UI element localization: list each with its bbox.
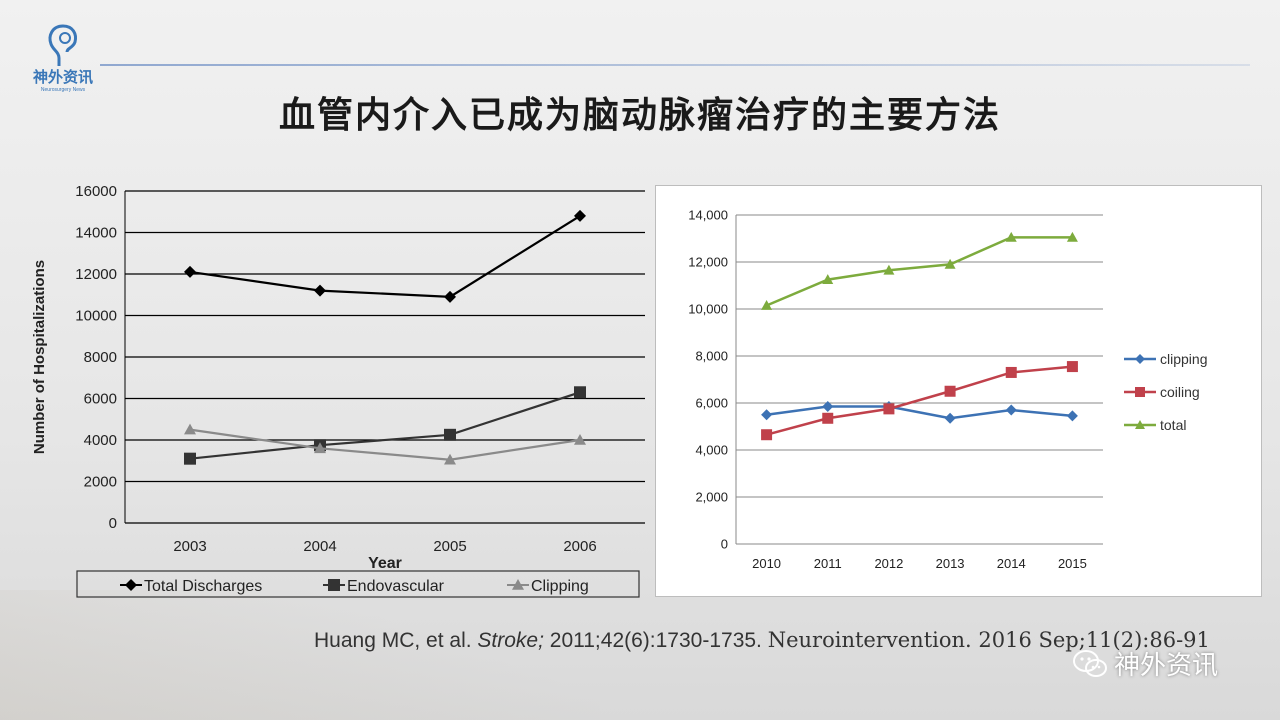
watermark: 神外资讯 <box>1072 645 1218 682</box>
data-point <box>1005 366 1017 378</box>
logo-subtitle: Neurosurgery News <box>40 87 86 93</box>
citation-part1: Huang MC, et al. <box>314 629 478 652</box>
y-tick-label: 0 <box>109 515 117 532</box>
x-tick-label: 2015 <box>1058 556 1087 571</box>
legend-marker <box>1135 420 1145 429</box>
legend-marker <box>125 579 137 591</box>
data-point <box>1066 361 1078 373</box>
y-tick-label: 16000 <box>75 183 117 200</box>
citation: Huang MC, et al. Stroke; 2011;42(6):1730… <box>314 628 1210 653</box>
logo-text: 神外资讯 <box>32 68 93 86</box>
chart-hospitalizations: 0 2000 4000 6000 8000 10000 12000 14000 16000 200… <box>31 183 645 598</box>
x-tick-label: 2011 <box>814 556 842 571</box>
x-tick-label: 2014 <box>997 556 1026 571</box>
data-point <box>1005 404 1017 416</box>
y-axis-title: Number of Hospitalizations <box>31 260 48 454</box>
y-tick-label: 8,000 <box>695 348 728 363</box>
x-tick-label: 2010 <box>752 556 781 571</box>
data-point <box>1005 231 1017 242</box>
x-tick-label: 2006 <box>563 538 596 555</box>
data-point <box>184 452 196 465</box>
chart-clipping-coiling: 0 2,000 4,000 6,000 8,000 10,000 12,000 14,000 2… <box>655 185 1262 597</box>
legend-label: coiling <box>1160 384 1200 400</box>
series-line <box>189 391 581 460</box>
x-tick-label: 2003 <box>173 538 206 555</box>
data-point <box>184 265 196 278</box>
data-point <box>314 442 326 454</box>
data-point <box>822 274 834 285</box>
citation-part3: Neurointervention. 2016 Sep;11(2):86-91 <box>767 628 1210 652</box>
y-tick-label: 4000 <box>84 432 117 449</box>
data-point <box>822 401 834 413</box>
watermark-text: 神外资讯 <box>1114 651 1219 681</box>
x-tick-label: 2012 <box>874 556 903 571</box>
data-point <box>574 434 586 445</box>
data-point <box>822 412 834 424</box>
y-tick-label: 8000 <box>84 349 117 366</box>
citation-journal: Stroke; <box>477 629 544 652</box>
data-point <box>944 385 956 397</box>
data-point <box>1066 231 1078 242</box>
y-tick-label: 2000 <box>84 474 117 491</box>
legend-marker <box>328 579 340 591</box>
data-point <box>184 423 196 435</box>
data-point <box>1066 410 1078 422</box>
data-point <box>574 386 586 399</box>
legend-label: clipping <box>1160 351 1207 367</box>
data-point <box>761 299 773 310</box>
slide-title: 血管内介入已成为脑动脉瘤治疗的主要方法 <box>278 95 1001 136</box>
series-line <box>189 428 581 461</box>
legend-marker <box>1135 387 1145 397</box>
series-line <box>189 214 581 298</box>
data-point <box>444 290 456 303</box>
data-point <box>574 209 586 222</box>
data-point <box>444 428 456 441</box>
y-tick-label: 2,000 <box>695 489 728 504</box>
background-decoration <box>0 590 600 720</box>
y-tick-label: 0 <box>721 536 728 551</box>
data-point <box>314 284 326 297</box>
legend-label: Total Discharges <box>144 578 262 595</box>
data-point <box>883 403 895 415</box>
citation-part2: 2011;42(6):1730-1735. <box>543 629 768 652</box>
y-tick-label: 6,000 <box>695 395 728 410</box>
x-tick-label: 2004 <box>303 538 336 555</box>
legend-marker <box>512 579 524 590</box>
series-line <box>766 236 1073 307</box>
legend-box <box>76 570 640 598</box>
brain-head-icon <box>48 24 77 66</box>
y-tick-label: 12,000 <box>688 254 728 269</box>
data-point <box>944 258 956 269</box>
data-point <box>761 409 773 421</box>
legend-label: Clipping <box>531 578 589 595</box>
x-tick-label: 2013 <box>936 556 965 571</box>
y-tick-label: 10,000 <box>688 301 728 316</box>
y-tick-label: 14000 <box>75 225 117 242</box>
series-line <box>766 405 1073 420</box>
data-point <box>444 453 456 465</box>
legend-label: Endovascular <box>347 578 445 595</box>
legend-marker <box>1135 354 1145 364</box>
data-point <box>883 264 895 275</box>
wechat-icon <box>1073 649 1107 677</box>
y-tick-label: 6000 <box>84 391 117 408</box>
header-divider <box>100 64 1250 66</box>
y-tick-label: 14,000 <box>688 207 728 222</box>
y-tick-label: 4,000 <box>695 442 728 457</box>
data-point <box>944 412 956 424</box>
data-point <box>761 429 773 441</box>
x-tick-label: 2005 <box>433 538 466 555</box>
y-tick-label: 10000 <box>75 308 117 325</box>
legend-label: total <box>1160 417 1186 433</box>
y-tick-label: 12000 <box>75 266 117 283</box>
x-axis-title: Year <box>368 555 402 572</box>
series-line <box>766 365 1073 436</box>
logo: 神外资讯 Neurosurgery News <box>28 22 98 102</box>
